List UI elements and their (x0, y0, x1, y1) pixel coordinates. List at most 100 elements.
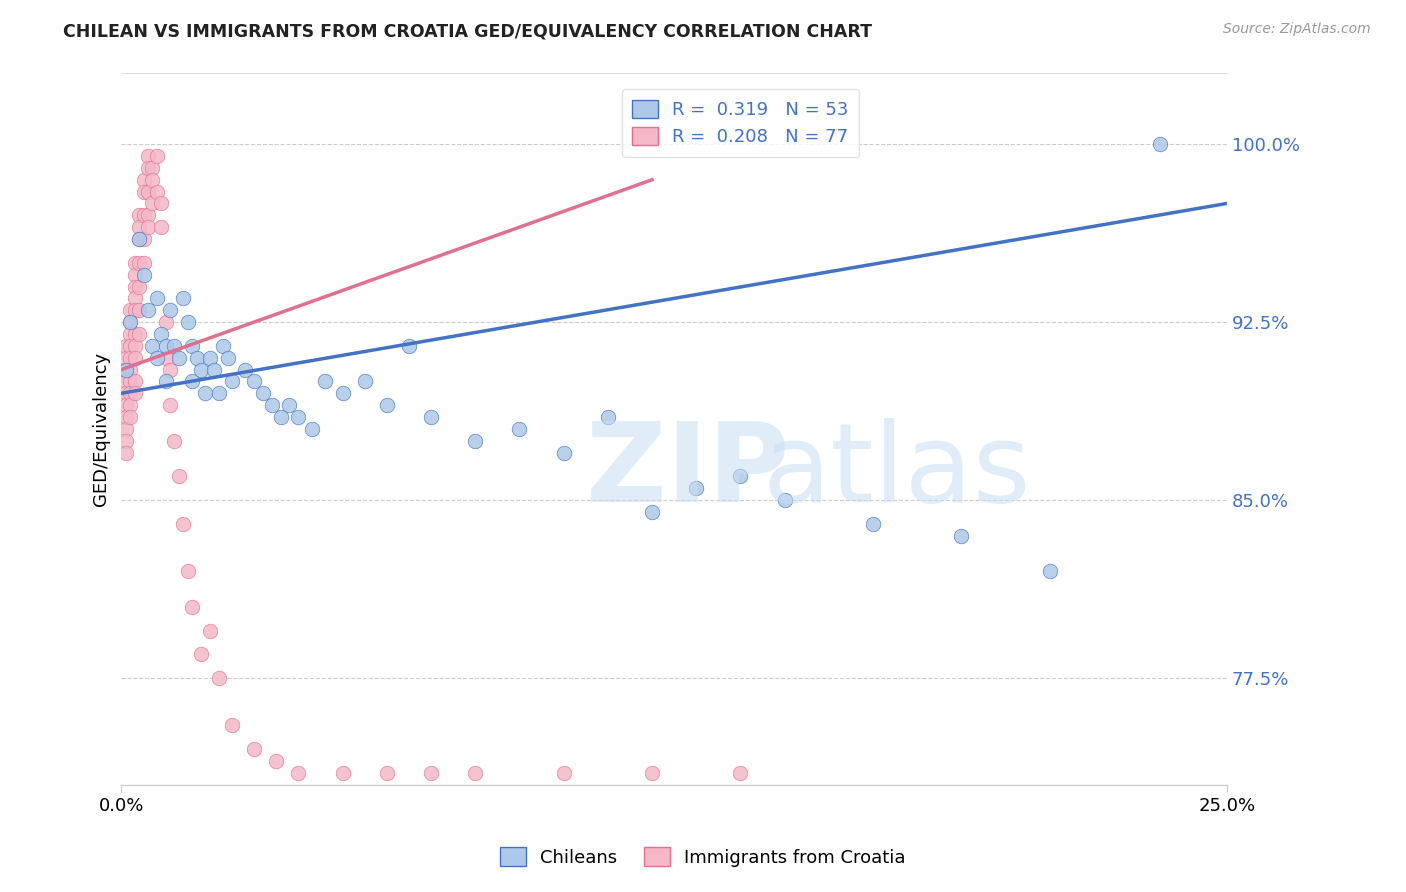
Point (136, 208, 159, 222)
Point (375, 398, 398, 412)
Point (120, 351, 142, 365)
Point (136, 149, 159, 163)
Point (181, 375, 204, 389)
Point (155, 339, 177, 353)
Point (141, 196, 163, 211)
Point (115, 351, 138, 365)
Point (270, 409, 292, 424)
Point (163, 339, 186, 353)
Point (124, 339, 146, 353)
Point (198, 624, 221, 638)
Point (508, 422, 530, 436)
Point (172, 292, 194, 306)
Point (120, 398, 142, 412)
Point (419, 409, 441, 424)
Point (177, 564, 200, 578)
Point (141, 339, 163, 353)
Point (115, 362, 138, 376)
Point (146, 149, 169, 163)
Point (128, 256, 150, 270)
Point (132, 208, 155, 222)
Point (136, 220, 159, 235)
Point (124, 326, 146, 341)
Point (136, 185, 159, 199)
Point (159, 398, 181, 412)
Legend: R =  0.319   N = 53, R =  0.208   N = 77: R = 0.319 N = 53, R = 0.208 N = 77 (621, 89, 859, 157)
Point (132, 268, 155, 282)
Point (553, 445, 575, 459)
Point (146, 292, 169, 306)
Point (128, 208, 150, 222)
Point (128, 303, 150, 318)
Point (115, 339, 138, 353)
Point (128, 326, 150, 341)
Point (1039, 564, 1062, 578)
Point (115, 398, 138, 412)
Point (862, 516, 884, 531)
Point (287, 765, 309, 780)
Point (1149, 137, 1171, 152)
Point (124, 268, 146, 282)
Point (190, 362, 212, 376)
Point (186, 351, 208, 365)
Point (115, 445, 138, 459)
Point (685, 481, 707, 495)
Point (773, 493, 796, 508)
Point (124, 256, 146, 270)
Point (167, 351, 190, 365)
Y-axis label: GED/Equivalency: GED/Equivalency (93, 351, 110, 506)
Point (128, 279, 150, 293)
Point (120, 362, 142, 376)
Point (132, 256, 155, 270)
Point (264, 754, 287, 768)
Point (730, 765, 752, 780)
Point (124, 292, 146, 306)
Point (190, 647, 212, 661)
Point (120, 339, 142, 353)
Point (155, 351, 177, 365)
Point (398, 339, 420, 353)
Point (641, 505, 664, 519)
Point (260, 398, 283, 412)
Point (132, 173, 155, 187)
Point (136, 161, 159, 175)
Point (177, 315, 200, 329)
Point (120, 326, 142, 341)
Point (132, 232, 155, 246)
Point (464, 434, 486, 448)
Point (163, 434, 186, 448)
Point (128, 232, 150, 246)
Point (120, 409, 142, 424)
Point (208, 671, 231, 685)
Point (115, 386, 138, 401)
Point (124, 303, 146, 318)
Point (252, 386, 274, 401)
Point (124, 375, 146, 389)
Point (120, 386, 142, 401)
Point (278, 398, 301, 412)
Point (128, 220, 150, 235)
Point (120, 315, 142, 329)
Legend: Chileans, Immigrants from Croatia: Chileans, Immigrants from Croatia (494, 840, 912, 874)
Point (287, 409, 309, 424)
Point (124, 351, 146, 365)
Text: ZIP: ZIP (586, 418, 789, 525)
Point (202, 362, 225, 376)
Point (141, 161, 163, 175)
Point (243, 742, 266, 756)
Point (150, 196, 173, 211)
Point (150, 220, 173, 235)
Point (553, 765, 575, 780)
Point (233, 362, 256, 376)
Point (150, 326, 173, 341)
Point (198, 351, 221, 365)
Point (155, 375, 177, 389)
Point (641, 765, 664, 780)
Point (172, 516, 194, 531)
Point (314, 375, 336, 389)
Text: atlas: atlas (762, 418, 1031, 525)
Point (167, 469, 190, 483)
Point (221, 375, 243, 389)
Point (730, 469, 752, 483)
Point (115, 409, 138, 424)
